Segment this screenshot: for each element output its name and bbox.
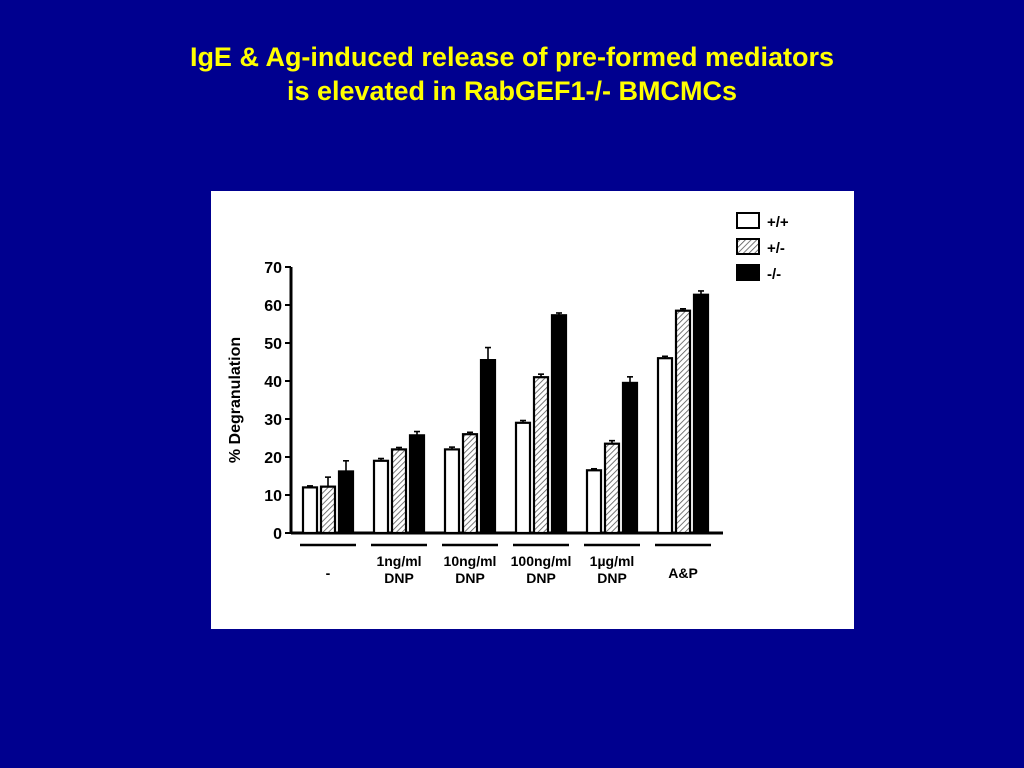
x-tick-label: 10ng/ml <box>444 553 497 569</box>
slide-title-line-1: IgE & Ag-induced release of pre-formed m… <box>189 42 835 72</box>
y-tick-label: 70 <box>264 260 282 277</box>
x-tick-label: 1µg/ml <box>590 553 635 569</box>
chart-x-labels: -1ng/mlDNP10ng/mlDNP100ng/mlDNP1µg/mlDNP… <box>300 543 711 586</box>
y-tick-label: 50 <box>264 336 282 353</box>
chart-legend: +/+ +/- -/- <box>736 212 789 283</box>
legend-label: -/- <box>767 266 781 283</box>
bar <box>301 486 319 535</box>
slide-title-line-2: is elevated in RabGEF1-/- BMCMCs <box>286 76 738 106</box>
slide-title: IgE & Ag-induced release of pre-formed m… <box>0 40 1024 108</box>
bar <box>443 448 461 535</box>
degranulation-bar-chart: 0 10 20 30 40 50 60 70 % Degranulation +/+ +/- -/-… <box>227 212 789 586</box>
bar <box>461 433 479 535</box>
y-tick-label: 30 <box>264 412 282 429</box>
y-tick-label: 10 <box>264 488 282 505</box>
x-tick-label: DNP <box>384 570 414 586</box>
bar <box>337 470 355 535</box>
bar <box>674 309 692 535</box>
legend-swatch <box>736 264 760 281</box>
legend-swatch <box>736 238 760 255</box>
chart-bars <box>301 290 710 535</box>
y-tick-label: 60 <box>264 298 282 315</box>
x-tick-label: DNP <box>455 570 485 586</box>
bar <box>514 421 532 535</box>
bar <box>550 314 568 535</box>
y-tick-label: 40 <box>264 374 282 391</box>
x-tick-label: A&P <box>668 565 698 581</box>
x-tick-label: - <box>326 565 331 581</box>
bar <box>656 357 674 535</box>
y-tick-label: 20 <box>264 450 282 467</box>
bar <box>603 442 621 535</box>
bar <box>585 469 603 535</box>
bar <box>319 485 337 535</box>
legend-label: +/- <box>767 240 785 257</box>
bar <box>532 376 550 535</box>
x-tick-label: 1ng/ml <box>376 553 421 569</box>
chart-axes: 0 10 20 30 40 50 60 70 % Degranulation <box>227 260 723 543</box>
bar <box>372 459 390 535</box>
y-tick-label: 0 <box>273 526 282 543</box>
chart-panel: 0 10 20 30 40 50 60 70 % Degranulation +/+ +/- -/-… <box>211 191 854 629</box>
bar <box>479 359 497 535</box>
x-tick-label: 100ng/ml <box>511 553 572 569</box>
bar <box>621 381 639 535</box>
legend-label: +/+ <box>767 214 789 231</box>
bar <box>390 448 408 535</box>
bar <box>408 434 426 535</box>
x-tick-label: DNP <box>526 570 556 586</box>
legend-swatch <box>736 212 760 229</box>
y-axis-label: % Degranulation <box>227 337 244 463</box>
x-tick-label: DNP <box>597 570 627 586</box>
bar <box>692 293 710 535</box>
